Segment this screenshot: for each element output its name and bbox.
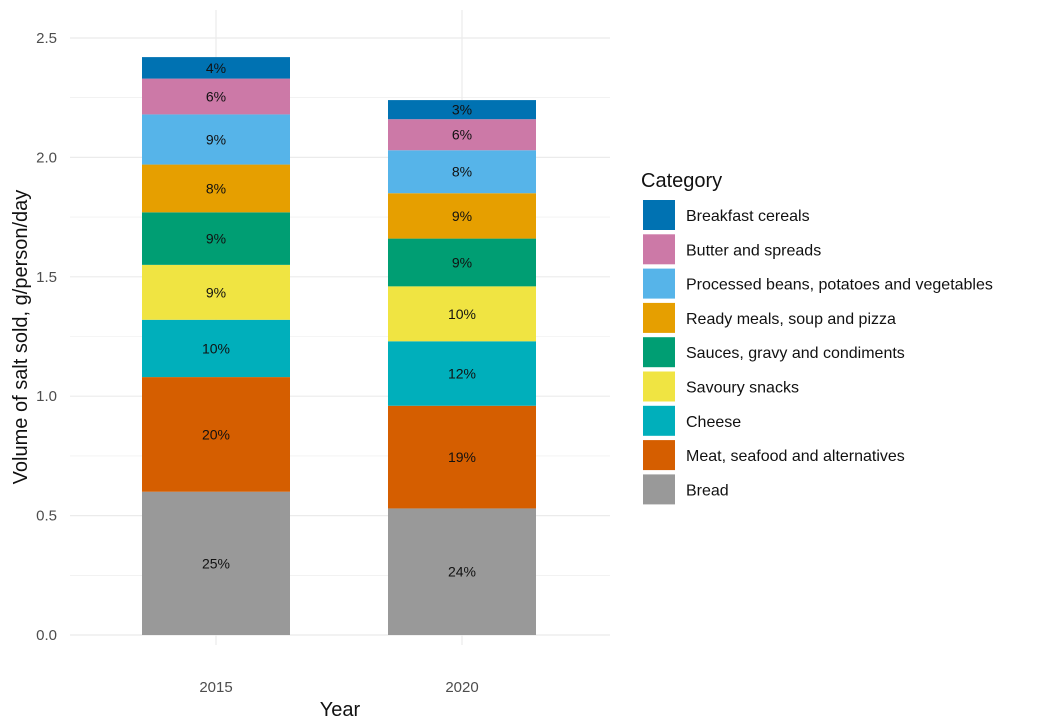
bar-segment — [388, 119, 536, 151]
bar-segment — [388, 508, 536, 635]
bar-segment — [388, 286, 536, 342]
legend-label: Bread — [686, 482, 729, 499]
stacked-bars: 25% 20% 10% 9% 9% 8% 9% 6% 4% 24% 19% 12% 10% 9% 9% 8% 6… — [142, 57, 536, 635]
y-tick-label: 1.0 — [36, 388, 57, 405]
bar-segment-label: 19% — [448, 449, 476, 465]
bar-segment-label: 6% — [452, 127, 472, 143]
bar-segment — [142, 57, 290, 79]
x-tick-label: 2020 — [445, 679, 478, 696]
y-axis-title: Volume of salt sold, g/person/day — [10, 190, 32, 485]
bar-segment-label: 8% — [206, 180, 226, 196]
legend-swatch — [643, 234, 675, 265]
bar-segment-label: 9% — [206, 231, 226, 247]
legend-swatch — [643, 337, 675, 368]
bar-segment-label: 12% — [448, 366, 476, 382]
y-tick-label: 2.5 — [36, 30, 57, 47]
bar-segment-label: 25% — [202, 555, 230, 571]
bar-segment — [142, 491, 290, 635]
bar-segment — [142, 78, 290, 115]
x-axis-title: Year — [320, 699, 361, 721]
bar-segment-label: 10% — [448, 306, 476, 322]
y-tick-label: 2.0 — [36, 149, 57, 166]
y-axis-ticks: 0.0 0.5 1.0 1.5 2.0 2.5 — [36, 30, 57, 644]
bar-segment-label: 9% — [206, 284, 226, 300]
legend-label: Savoury snacks — [686, 380, 799, 397]
y-tick-label: 0.0 — [36, 627, 57, 644]
bar-segment — [142, 377, 290, 492]
bar-segment — [388, 100, 536, 120]
bar-segment — [142, 212, 290, 265]
bar-segment-label: 4% — [206, 60, 226, 76]
legend-title: Category — [641, 170, 722, 192]
legend-label: Processed beans, potatoes and vegetables — [686, 277, 993, 294]
legend-swatch — [643, 371, 675, 402]
legend-swatch — [643, 405, 675, 436]
legend-label: Sauces, gravy and condiments — [686, 345, 905, 362]
bar-segment — [388, 405, 536, 509]
bar-segment — [388, 150, 536, 194]
bar-segment — [388, 238, 536, 287]
legend-swatch — [643, 440, 675, 471]
bar-segment-label: 10% — [202, 340, 230, 356]
bar-segment — [388, 341, 536, 406]
bar-segment — [142, 319, 290, 378]
bar-segment — [142, 164, 290, 213]
legend-label: Cheese — [686, 414, 741, 431]
bar-segment-label: 9% — [206, 131, 226, 147]
bar-segment — [388, 193, 536, 239]
x-tick-label: 2015 — [199, 679, 232, 696]
y-tick-label: 1.5 — [36, 269, 57, 286]
legend-swatch — [643, 474, 675, 505]
bar-segment-label: 20% — [202, 426, 230, 442]
bar-segment — [142, 114, 290, 165]
bar-segment-label: 3% — [452, 102, 472, 118]
bar-segment-label: 6% — [206, 89, 226, 105]
legend: Category Breakfast cereals Butter and spr… — [641, 170, 993, 505]
legend-label: Meat, seafood and alternatives — [686, 448, 905, 465]
legend-swatch — [643, 200, 675, 230]
bar-segment — [142, 264, 290, 320]
bar-segment-label: 24% — [448, 564, 476, 580]
y-tick-label: 0.5 — [36, 508, 57, 525]
legend-label: Ready meals, soup and pizza — [686, 311, 896, 328]
bar-segment-label: 9% — [452, 208, 472, 224]
bar-segment-label: 8% — [452, 164, 472, 180]
legend-swatch — [643, 268, 675, 299]
x-axis-ticks: 2015 2020 — [199, 679, 478, 696]
legend-swatch — [643, 302, 675, 333]
bar-segment-label: 9% — [452, 254, 472, 270]
legend-label: Breakfast cereals — [686, 208, 810, 225]
legend-label: Butter and spreads — [686, 242, 821, 259]
